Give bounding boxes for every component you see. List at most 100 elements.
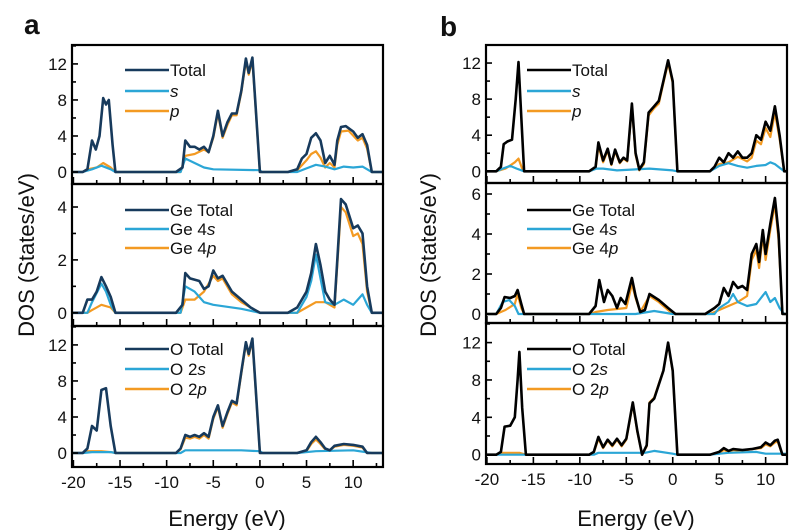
legend-label: Ge 4p	[572, 239, 618, 258]
series-line-s	[486, 290, 787, 316]
legend-entry: p	[527, 102, 581, 121]
legend-label: Ge 4p	[170, 239, 216, 258]
legend-label-orbital: p	[169, 102, 179, 121]
x-tick-label: 0	[255, 473, 264, 492]
legend-entry: O Total	[527, 340, 626, 359]
y-tick-label: 4	[472, 225, 481, 244]
y-tick-label: 8	[58, 372, 67, 391]
x-tick-label: 10	[756, 470, 775, 489]
x-tick-label: -20	[61, 473, 86, 492]
legend-label-text: O 2	[572, 360, 599, 379]
legend-label: p	[169, 102, 179, 121]
y-tick-label: 4	[58, 198, 67, 217]
legend-entry: O 2s	[125, 360, 206, 379]
series-line-total	[486, 59, 787, 173]
legend-label-text: Ge 4	[170, 220, 207, 239]
legend-label-orbital: s	[572, 82, 581, 101]
y-tick-label: 4	[472, 408, 481, 427]
y-tick-label: 0	[472, 446, 481, 465]
series-line-s	[486, 161, 787, 173]
y-tick-label: 0	[58, 444, 67, 463]
legend-label: Total	[170, 61, 206, 80]
legend-entry: s	[125, 82, 179, 101]
legend-label-orbital: p	[571, 102, 581, 121]
legend-label-orbital: s	[609, 220, 618, 239]
legend-label-orbital: s	[170, 82, 179, 101]
series-line-total	[72, 197, 383, 315]
x-tick-label: -10	[568, 470, 593, 489]
series-line-total	[486, 196, 787, 316]
y-tick-label: 0	[472, 162, 481, 181]
legend-label: Total	[572, 61, 608, 80]
x-tick-label: 5	[302, 473, 311, 492]
x-tick-label: 5	[714, 470, 723, 489]
x-tick-label: -15	[108, 473, 133, 492]
y-tick-label: 12	[48, 336, 67, 355]
legend-label: O Total	[170, 340, 224, 359]
legend-entry: O 2s	[527, 360, 608, 379]
legend-label-orbital: p	[608, 239, 618, 258]
legend-entry: p	[125, 102, 179, 121]
x-axis-label: Energy (eV)	[168, 506, 285, 530]
legend-label: Ge 4s	[572, 220, 618, 239]
x-tick-label: 10	[344, 473, 363, 492]
x-tick-label: -15	[521, 470, 546, 489]
legend-entry: Total	[125, 61, 206, 80]
y-tick-label: 8	[472, 371, 481, 390]
legend-entry: Ge 4s	[527, 220, 618, 239]
legend-entry: Ge 4p	[125, 239, 216, 258]
legend-label-text: O 2	[572, 380, 599, 399]
x-axis-label: Energy (eV)	[577, 506, 694, 530]
series-line-total	[72, 56, 383, 174]
y-axis-label: DOS (States/eV)	[416, 173, 441, 337]
y-tick-label: 8	[58, 91, 67, 110]
legend-label-text: O 2	[170, 360, 197, 379]
legend-label-text: Ge Total	[170, 201, 233, 220]
plot-frame	[70, 324, 385, 469]
legend-label-orbital: s	[599, 360, 608, 379]
y-tick-label: 12	[48, 55, 67, 74]
y-tick-label: 0	[472, 305, 481, 324]
legend-entry: Total	[527, 61, 608, 80]
legend-entry: Ge 4s	[125, 220, 216, 239]
legend-label-text: O Total	[170, 340, 224, 359]
y-tick-label: 6	[472, 185, 481, 204]
legend-label: s	[572, 82, 581, 101]
y-tick-label: 8	[472, 90, 481, 109]
plot-frame	[70, 43, 385, 186]
series-line-s	[72, 449, 383, 455]
subplot-1: 0 4 8 12 Total sp	[48, 43, 385, 186]
legend-label-text: O 2	[170, 380, 197, 399]
panel-label: b	[440, 11, 457, 42]
y-tick-label: 4	[58, 408, 67, 427]
legend-label: p	[571, 102, 581, 121]
legend-label-text: Ge 4	[572, 220, 609, 239]
y-tick-label: 2	[472, 265, 481, 284]
y-tick-label: 0	[58, 163, 67, 182]
legend-label-orbital: s	[197, 360, 206, 379]
legend-label-text: Ge Total	[572, 201, 635, 220]
legend-label: O 2s	[170, 360, 206, 379]
legend-label-orbital: s	[207, 220, 216, 239]
x-tick-label: -5	[619, 470, 634, 489]
series-line-p	[72, 339, 383, 455]
series-line-p	[486, 342, 787, 456]
legend-label: Ge Total	[572, 201, 635, 220]
y-tick-label: 0	[58, 304, 67, 323]
series-line-total	[486, 341, 787, 456]
legend-label-text: Total	[170, 61, 206, 80]
panel-label: a	[24, 9, 40, 40]
y-tick-label: 4	[472, 126, 481, 145]
legend-entry: O 2p	[527, 380, 609, 399]
legend-label: O Total	[572, 340, 626, 359]
legend-entry: O 2p	[125, 380, 207, 399]
series-line-total	[72, 337, 383, 455]
x-tick-label: -5	[206, 473, 221, 492]
x-tick-label: -20	[475, 470, 500, 489]
